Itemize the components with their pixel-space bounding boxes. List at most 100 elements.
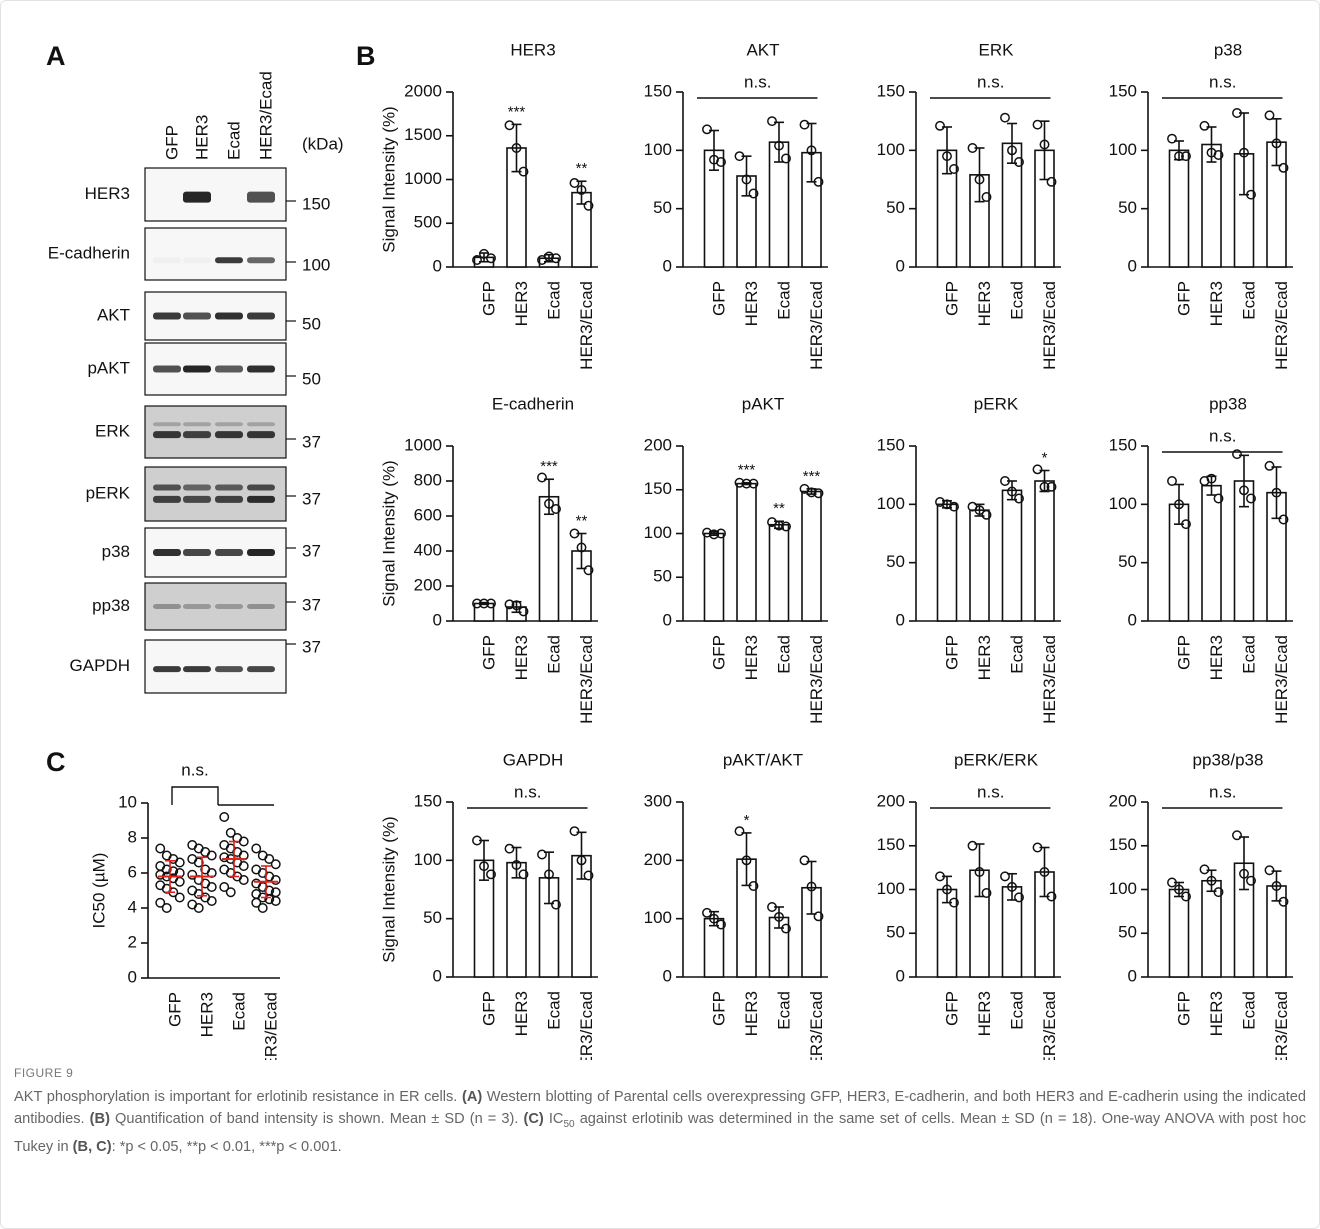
significance-label: *	[744, 812, 750, 829]
figure: A B C GFPHER3EcadHER3/Ecad(kDa)HER3150E-…	[0, 0, 1320, 1060]
bracket-label: n.s.	[181, 760, 208, 779]
data-point	[220, 813, 228, 821]
bracket-line	[172, 787, 274, 805]
x-tick-label: HER3	[1207, 635, 1226, 680]
significance-label: **	[773, 500, 785, 517]
y-tick-label: 50	[1118, 923, 1137, 942]
marker-label: 150	[302, 194, 330, 213]
data-point	[272, 876, 280, 884]
bar	[1003, 490, 1022, 621]
x-tick-label: Ecad	[229, 992, 248, 1031]
blot-band	[247, 366, 275, 373]
x-tick-label: HER3/Ecad	[577, 281, 596, 370]
blot-band	[183, 192, 211, 203]
caption-ref: (C)	[524, 1111, 544, 1127]
data-point	[538, 850, 546, 858]
y-tick-label: 6	[128, 862, 137, 881]
x-tick-label: HER3	[197, 992, 216, 1037]
bracket-label: n.s.	[744, 72, 771, 91]
x-tick-label: HER3/Ecad	[577, 991, 596, 1060]
y-axis-label: Signal Intensity (%)	[379, 460, 398, 606]
data-point	[800, 120, 808, 128]
y-axis-label: IC50 (µM)	[89, 853, 108, 929]
panel-letter: B	[356, 41, 376, 71]
y-tick-label: 100	[1109, 879, 1137, 898]
y-tick-label: 200	[1109, 791, 1137, 810]
blot-band	[215, 496, 243, 503]
marker-label: 37	[302, 541, 321, 560]
bracket-label: n.s.	[977, 782, 1004, 801]
y-tick-label: 100	[1109, 140, 1137, 159]
y-tick-label: 100	[877, 140, 905, 159]
bar	[1202, 881, 1221, 977]
blot-band	[215, 366, 243, 373]
y-axis-label: Signal Intensity (%)	[379, 816, 398, 962]
data-point	[1200, 865, 1208, 873]
page: { "panels": ["A", "B", "C"], "western_bl…	[0, 0, 1320, 1229]
data-point	[208, 897, 216, 905]
x-tick-label: GFP	[942, 635, 961, 670]
bracket-label: n.s.	[1209, 782, 1236, 801]
caption-text: Quantification of band intensity is show…	[110, 1111, 524, 1127]
significance-label: ***	[803, 468, 821, 485]
data-point	[570, 827, 578, 835]
y-tick-label: 0	[896, 966, 905, 985]
x-tick-label: HER3	[975, 991, 994, 1036]
y-tick-label: 150	[877, 81, 905, 100]
x-tick-label: Ecad	[544, 635, 563, 674]
blot-band	[215, 422, 243, 426]
bracket-label: n.s.	[514, 782, 541, 801]
x-tick-label: HER3	[1207, 991, 1226, 1036]
x-tick-label: Ecad	[1007, 635, 1026, 674]
y-tick-label: 50	[653, 198, 672, 217]
chart-title: pERK/ERK	[954, 750, 1039, 769]
y-tick-label: 100	[644, 523, 672, 542]
y-tick-label: 500	[414, 213, 442, 232]
chart-title: E-cadherin	[492, 394, 574, 413]
bracket-label: n.s.	[1209, 426, 1236, 445]
blot-band	[153, 313, 181, 320]
blot-band	[183, 257, 211, 263]
y-tick-label: 200	[644, 850, 672, 869]
data-point	[252, 844, 260, 852]
blot-band	[215, 549, 243, 556]
x-tick-label: HER3	[742, 281, 761, 326]
data-point	[195, 904, 203, 912]
x-tick-label: GFP	[1174, 281, 1193, 316]
x-tick-label: HER3	[512, 635, 531, 680]
data-point	[703, 125, 711, 133]
data-point	[156, 844, 164, 852]
blot-band	[215, 257, 243, 263]
data-point	[768, 117, 776, 125]
lane-label: Ecad	[224, 121, 243, 160]
y-tick-label: 150	[1109, 835, 1137, 854]
chart-title: pp38	[1209, 394, 1247, 413]
significance-label: ***	[540, 458, 558, 475]
y-tick-label: 200	[644, 435, 672, 454]
chart-title: pp38/p38	[1193, 750, 1264, 769]
data-point	[227, 888, 235, 896]
blot-band	[215, 666, 243, 672]
y-tick-label: 1000	[404, 435, 442, 454]
y-tick-label: 150	[644, 479, 672, 498]
blot-band	[247, 604, 275, 609]
bar	[705, 919, 724, 977]
data-point	[1233, 450, 1241, 458]
row-label: pERK	[86, 483, 131, 502]
x-tick-label: HER3/Ecad	[1272, 991, 1291, 1060]
x-tick-label: HER3/Ecad	[1040, 281, 1059, 370]
blot-band	[247, 313, 275, 320]
y-tick-label: 50	[423, 908, 442, 927]
y-tick-label: 50	[653, 567, 672, 586]
significance-label: *	[1042, 449, 1048, 466]
x-tick-label: HER3	[742, 991, 761, 1036]
bar	[970, 510, 989, 621]
x-tick-label: Ecad	[544, 991, 563, 1030]
y-tick-label: 50	[1118, 198, 1137, 217]
data-point	[272, 860, 280, 868]
chart-title: ERK	[979, 40, 1015, 59]
y-tick-label: 200	[877, 791, 905, 810]
y-tick-label: 0	[1128, 610, 1137, 629]
blot-band	[153, 366, 181, 373]
x-tick-label: HER3/Ecad	[807, 991, 826, 1060]
